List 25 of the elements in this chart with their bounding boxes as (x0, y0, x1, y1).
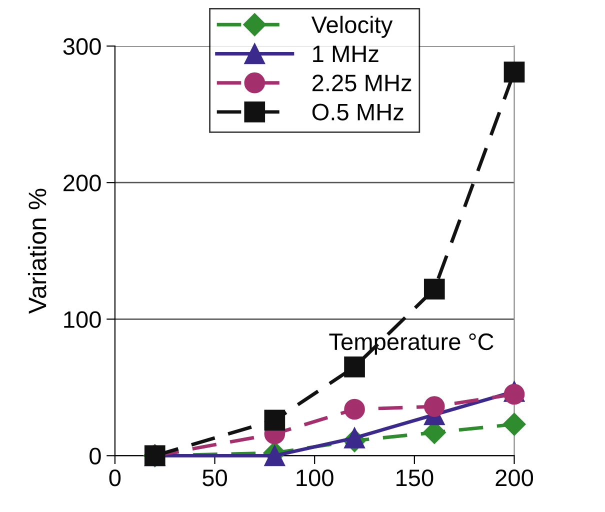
point (264, 445, 286, 466)
x-tick-label: 50 (202, 470, 227, 486)
x-tick-label: 200 (496, 470, 534, 486)
y-tick-label: 100 (64, 311, 101, 328)
x-tick-label: 100 (296, 470, 334, 486)
x-tick-label: 0 (109, 470, 121, 486)
point (502, 412, 526, 436)
point (344, 428, 365, 448)
y-tick-label: 200 (64, 174, 101, 192)
point (264, 410, 286, 431)
point (344, 356, 365, 378)
x-tick-label: 150 (396, 470, 434, 486)
point (504, 384, 525, 405)
point (344, 398, 365, 420)
point (424, 396, 445, 417)
legend-label: O.5 MHz (312, 104, 404, 120)
legend-label: 1 MHz (313, 46, 378, 62)
legend-label: 2.25 MHz (312, 74, 412, 92)
point (424, 278, 445, 300)
x-axis-title: Temperature °C (329, 333, 494, 355)
y-axis-title: Variation % (28, 188, 46, 314)
legend-label: Velocity (311, 16, 393, 38)
y-tick-label: 0 (90, 448, 101, 464)
point (504, 62, 525, 82)
y-tick-label: 300 (63, 38, 101, 55)
